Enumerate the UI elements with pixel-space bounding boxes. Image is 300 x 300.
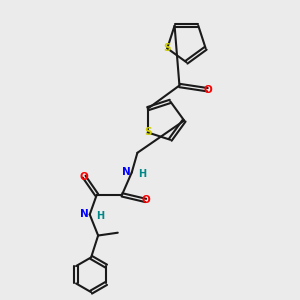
Text: O: O: [80, 172, 88, 182]
Text: N: N: [122, 167, 131, 177]
Text: O: O: [203, 85, 212, 95]
Text: S: S: [164, 43, 171, 53]
Text: H: H: [96, 211, 104, 221]
Text: O: O: [141, 196, 150, 206]
Text: H: H: [138, 169, 146, 179]
Text: S: S: [144, 128, 152, 137]
Text: N: N: [80, 209, 88, 220]
